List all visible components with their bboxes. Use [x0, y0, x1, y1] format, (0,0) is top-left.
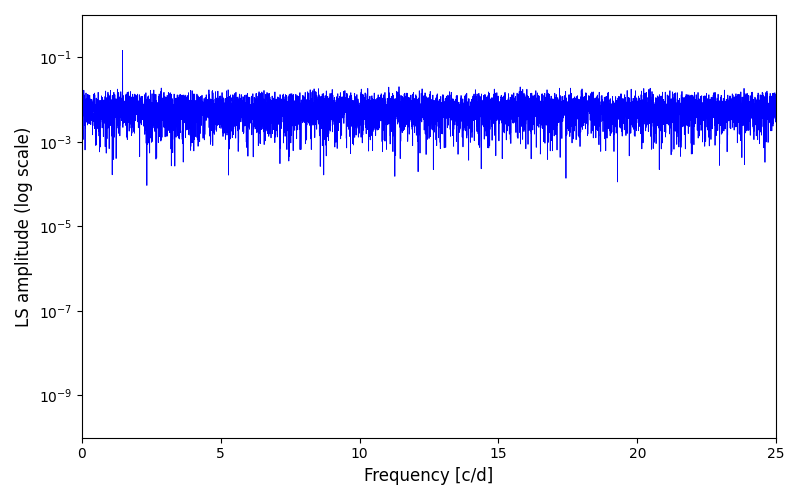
- Y-axis label: LS amplitude (log scale): LS amplitude (log scale): [15, 126, 33, 326]
- X-axis label: Frequency [c/d]: Frequency [c/d]: [364, 467, 494, 485]
